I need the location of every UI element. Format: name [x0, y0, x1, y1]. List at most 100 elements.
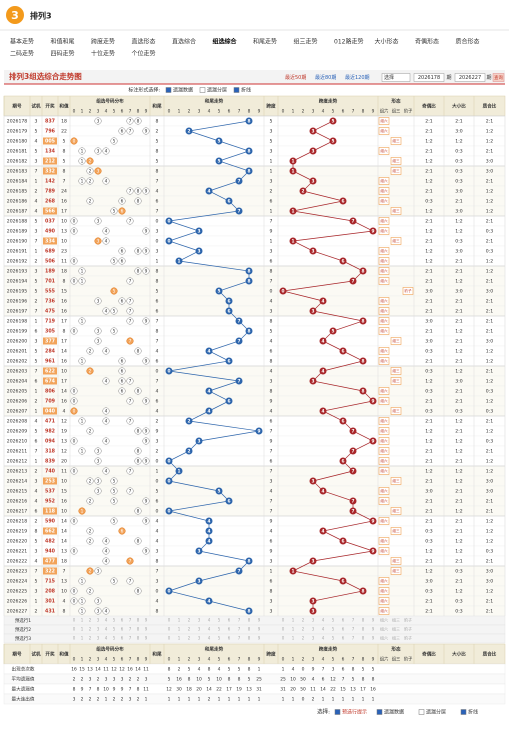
footer-option[interactable]: 遗漏数据 [384, 709, 404, 716]
preselect-cell[interactable]: 4 [322, 618, 325, 623]
nav-link[interactable]: 012路走势 [334, 38, 363, 46]
nav-link[interactable]: 质合形态 [456, 38, 480, 46]
preselect-cell[interactable]: 2 [89, 636, 92, 641]
preselect-cell[interactable]: 6 [121, 618, 124, 623]
checkbox[interactable] [233, 87, 240, 93]
option-label[interactable]: 遗漏数据 [173, 87, 193, 94]
select-box[interactable] [381, 73, 411, 82]
preselect-cell[interactable]: 8 [362, 627, 365, 632]
preselect-row[interactable] [3, 624, 506, 635]
preselect-cell[interactable]: 4 [322, 636, 325, 641]
preselect-cell[interactable]: 9 [258, 627, 261, 632]
preselect-cell[interactable]: 6 [228, 618, 231, 623]
preselect-cell[interactable]: 组三 [392, 617, 400, 623]
preselect-row[interactable] [3, 615, 506, 626]
preselect-cell[interactable]: 6 [121, 636, 124, 641]
preselect-cell[interactable]: 8 [248, 627, 251, 632]
preselect-cell[interactable]: 0 [168, 618, 171, 623]
option-label[interactable]: 遗漏分层 [207, 87, 227, 94]
nav-link[interactable]: 二码走势 [10, 50, 34, 58]
preselect-cell[interactable]: 7 [352, 627, 355, 632]
preselect-cell[interactable]: 5 [113, 636, 116, 641]
nav-link[interactable]: 和值和尾 [51, 38, 75, 46]
preselect-cell[interactable]: 1 [292, 636, 295, 641]
preselect-cell[interactable]: 2 [188, 627, 191, 632]
preselect-cell[interactable]: 6 [228, 636, 231, 641]
footer-option[interactable]: 折线 [468, 709, 478, 716]
nav-link[interactable]: 跨度走势 [91, 38, 115, 46]
preselect-cell[interactable]: 6 [121, 627, 124, 632]
preselect-cell[interactable]: 3 [97, 636, 100, 641]
preselect-cell[interactable]: 组六 [380, 635, 388, 641]
preselect-cell[interactable]: 2 [188, 636, 191, 641]
nav-link[interactable]: 组三走势 [294, 38, 318, 46]
preselect-cell[interactable]: 5 [332, 618, 335, 623]
nav-link[interactable]: 和尾走势 [253, 38, 277, 46]
recent-link[interactable]: 最近80期 [315, 74, 336, 81]
preselect-cell[interactable]: 6 [342, 636, 345, 641]
preselect-cell[interactable]: 6 [342, 627, 345, 632]
preselect-cell[interactable]: 1 [178, 627, 181, 632]
preselect-cell[interactable]: 2 [89, 627, 92, 632]
checkbox[interactable] [376, 709, 383, 715]
nav-link[interactable]: 奇偶形态 [415, 38, 439, 46]
preselect-cell[interactable]: 5 [218, 636, 221, 641]
preselect-cell[interactable]: 2 [302, 636, 305, 641]
preselect-cell[interactable]: 1 [292, 627, 295, 632]
preselect-cell[interactable]: 0 [282, 636, 285, 641]
preselect-cell[interactable]: 3 [97, 627, 100, 632]
preselect-cell[interactable]: 4 [208, 636, 211, 641]
preselect-cell[interactable]: 4 [105, 636, 108, 641]
preselect-cell[interactable]: 6 [228, 627, 231, 632]
preselect-cell[interactable]: 7 [352, 618, 355, 623]
recent-link[interactable]: 最近120期 [345, 74, 370, 81]
preselect-cell[interactable]: 5 [332, 636, 335, 641]
preselect-cell[interactable]: 2 [188, 618, 191, 623]
preselect-cell[interactable]: 8 [362, 618, 365, 623]
preselect-cell[interactable]: 组三 [392, 626, 400, 632]
preselect-cell[interactable]: 0 [168, 627, 171, 632]
checkbox[interactable] [418, 709, 425, 715]
preselect-cell[interactable]: 0 [282, 627, 285, 632]
preselect-cell[interactable]: 8 [137, 636, 140, 641]
nav-link[interactable]: 直选综合 [172, 38, 196, 46]
nav-link[interactable]: 直选形态 [132, 38, 156, 46]
preselect-cell[interactable]: 3 [312, 636, 315, 641]
preselect-cell[interactable]: 豹子 [404, 617, 412, 623]
nav-link[interactable]: 组选综合 [213, 38, 238, 46]
preselect-cell[interactable]: 8 [137, 618, 140, 623]
preselect-cell[interactable]: 5 [218, 618, 221, 623]
preselect-cell[interactable]: 9 [145, 636, 148, 641]
preselect-cell[interactable]: 5 [218, 627, 221, 632]
option-label[interactable]: 折线 [241, 87, 251, 94]
preselect-cell[interactable]: 4 [105, 618, 108, 623]
preselect-cell[interactable]: 9 [145, 627, 148, 632]
checkbox[interactable] [460, 709, 467, 715]
preselect-cell[interactable]: 6 [342, 618, 345, 623]
preselect-cell[interactable]: 组三 [392, 635, 400, 641]
preselect-cell[interactable]: 豹子 [404, 626, 412, 632]
nav-link[interactable]: 基本走势 [10, 38, 34, 46]
preselect-cell[interactable]: 7 [352, 636, 355, 641]
preselect-cell[interactable]: 1 [81, 627, 84, 632]
preselect-cell[interactable]: 2 [89, 618, 92, 623]
preselect-cell[interactable]: 9 [145, 618, 148, 623]
preselect-cell[interactable]: 7 [238, 618, 241, 623]
preselect-cell[interactable]: 8 [248, 636, 251, 641]
to-input[interactable] [454, 73, 486, 82]
preselect-cell[interactable]: 9 [258, 618, 261, 623]
preselect-cell[interactable]: 组六 [380, 617, 388, 623]
nav-link[interactable]: 个位走势 [132, 50, 156, 58]
preselect-cell[interactable]: 7 [129, 636, 132, 641]
nav-link[interactable]: 大小形态 [375, 38, 399, 46]
query-button[interactable] [492, 73, 505, 82]
preselect-cell[interactable]: 3 [312, 627, 315, 632]
footer-option[interactable]: 遗漏分层 [426, 709, 446, 716]
preselect-cell[interactable]: 1 [81, 636, 84, 641]
preselect-cell[interactable]: 0 [73, 636, 76, 641]
preselect-cell[interactable]: 4 [105, 627, 108, 632]
preselect-cell[interactable]: 8 [362, 636, 365, 641]
preselect-cell[interactable]: 4 [208, 618, 211, 623]
preselect-cell[interactable]: 9 [372, 636, 375, 641]
preselect-cell[interactable]: 3 [198, 618, 201, 623]
